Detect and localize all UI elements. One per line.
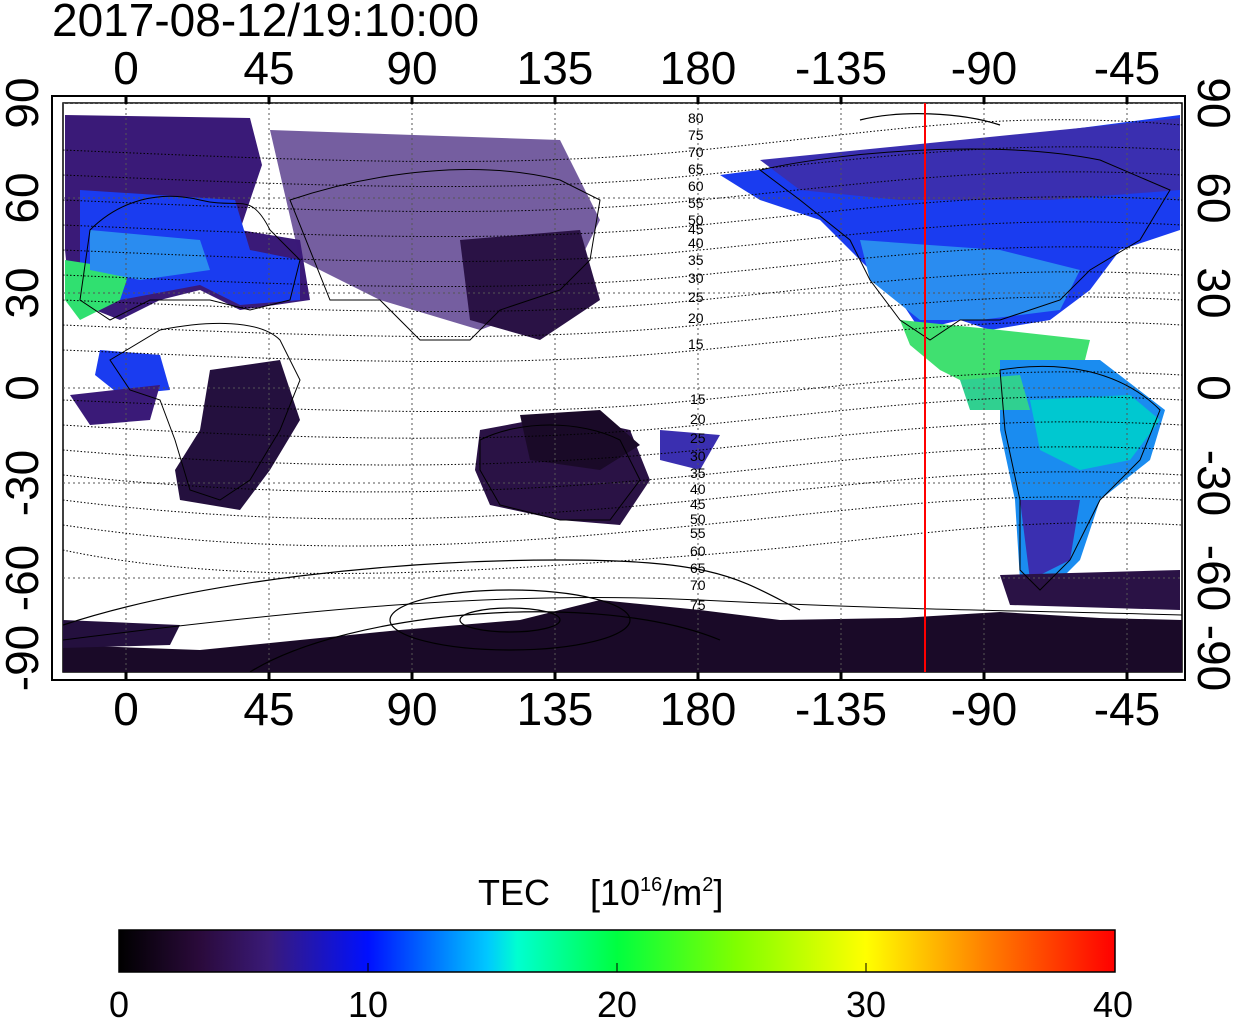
bottom-longitude-axis: 0 45 90 135 180 -135 -90 -45: [113, 683, 1160, 735]
contour-label: 55: [690, 525, 706, 541]
lat-tick-label: -90: [0, 625, 48, 691]
lon-tick-label: 135: [517, 683, 594, 735]
tec-data-layer: [63, 115, 1182, 672]
contour-label: 45: [690, 496, 706, 512]
magnetic-pole-contours: [63, 113, 1001, 672]
contour-label: 20: [690, 411, 706, 427]
lat-tick-label: 60: [1188, 172, 1235, 223]
contour-label: 75: [688, 127, 704, 143]
colorbar-unit: [1016/m2]: [590, 872, 723, 913]
left-latitude-axis: 90 60 30 0 -30 -60 -90: [0, 77, 48, 691]
lon-tick-label: 0: [113, 42, 139, 94]
lon-tick-label: 180: [660, 42, 737, 94]
contour-label: 30: [688, 270, 704, 286]
contour-label: 65: [690, 560, 706, 576]
timestamp-title: 2017-08-12/19:10:00: [52, 0, 479, 46]
lat-tick-label: 0: [1188, 375, 1235, 401]
contour-label: 75: [690, 597, 706, 613]
contour-label: 55: [688, 195, 704, 211]
contour-labels-south: 15 20 25 30 35 40 45 50 55 60 65 70 75: [690, 391, 706, 613]
colorbar: TEC [1016/m2] 0 10 20 30 40: [109, 872, 1133, 1021]
frame-ticks: [124, 96, 1129, 680]
contour-label: 25: [688, 289, 704, 305]
contour-label: 20: [688, 310, 704, 326]
contour-label: 50: [688, 212, 704, 228]
graticule: [63, 103, 1182, 672]
magnetic-contours: [63, 119, 1182, 574]
lat-tick-label: -60: [0, 545, 48, 611]
lon-tick-label: -135: [795, 683, 887, 735]
lat-tick-label: -90: [1188, 625, 1235, 691]
lon-tick-label: -90: [951, 42, 1017, 94]
lon-tick-label: 90: [386, 42, 437, 94]
lat-tick-label: 60: [0, 172, 48, 223]
colorbar-title: TEC: [478, 872, 550, 913]
contour-labels-north: 80 75 70 65 60 55 50 45 40 35 30 25 20 1…: [688, 110, 704, 352]
contour-label: 60: [690, 543, 706, 559]
contour-label: 65: [688, 161, 704, 177]
contour-label: 40: [688, 235, 704, 251]
lon-tick-label: 0: [113, 683, 139, 735]
lon-tick-label: -135: [795, 42, 887, 94]
contour-label: 80: [688, 110, 704, 126]
contour-label: 60: [688, 178, 704, 194]
lon-tick-label: 90: [386, 683, 437, 735]
lat-tick-label: 30: [1188, 267, 1235, 318]
contour-label: 45: [688, 221, 704, 237]
colorbar-tick-label: 0: [109, 984, 129, 1021]
contour-label: 15: [688, 336, 704, 352]
lon-tick-label: 135: [517, 42, 594, 94]
contour-label: 70: [688, 144, 704, 160]
contour-label: 35: [690, 465, 706, 481]
contour-label: 15: [690, 391, 706, 407]
contour-label: 40: [690, 481, 706, 497]
contour-label: 35: [688, 252, 704, 268]
lon-tick-label: 180: [660, 683, 737, 735]
map-panel: 80 75 70 65 60 55 50 45 40 35 30 25 20 1…: [51, 95, 1186, 681]
contour-label: 50: [690, 511, 706, 527]
lon-tick-label: 45: [243, 42, 294, 94]
colorbar-tick-label: 10: [348, 984, 388, 1021]
lat-tick-label: 0: [0, 375, 48, 401]
contour-label: 30: [690, 448, 706, 464]
right-latitude-axis: 90 60 30 0 -30 -60 -90: [1188, 77, 1235, 691]
lon-tick-label: -45: [1094, 683, 1160, 735]
lon-tick-label: -90: [951, 683, 1017, 735]
colorbar-tick-label: 20: [597, 984, 637, 1021]
lat-tick-label: -30: [1188, 450, 1235, 516]
lon-tick-label: 45: [243, 683, 294, 735]
lat-tick-label: -60: [1188, 545, 1235, 611]
contour-label: 70: [690, 577, 706, 593]
lat-tick-label: -30: [0, 450, 48, 516]
lon-tick-label: -45: [1094, 42, 1160, 94]
lat-tick-label: 90: [1188, 77, 1235, 128]
coastlines: [63, 148, 1182, 641]
top-longitude-axis: 0 45 90 135 180 -135 -90 -45: [113, 42, 1160, 94]
lat-tick-label: 30: [0, 267, 48, 318]
colorbar-tick-label: 30: [846, 984, 886, 1021]
contour-label: 25: [690, 430, 706, 446]
lat-tick-label: 90: [0, 77, 48, 128]
colorbar-tick-label: 40: [1093, 984, 1133, 1021]
